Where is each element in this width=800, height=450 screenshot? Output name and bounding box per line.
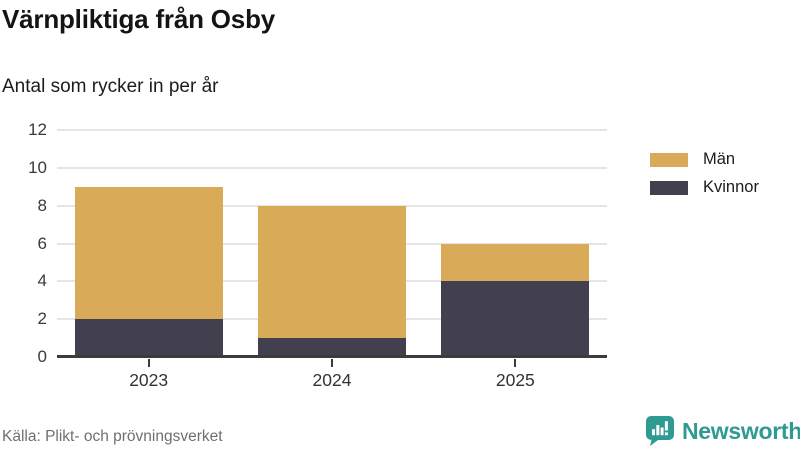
legend-label: Kvinnor — [703, 178, 759, 196]
newsworthy-icon — [646, 416, 674, 446]
bar-segment-kvinnor-2025 — [441, 281, 590, 357]
bar-segment-kvinnor-2024 — [258, 338, 406, 357]
y-tick-label: 12 — [28, 120, 47, 139]
chart-subtitle: Antal som rycker in per år — [2, 76, 219, 97]
x-axis-line — [57, 355, 607, 358]
gridline — [57, 166, 607, 169]
y-tick-label: 6 — [37, 233, 47, 253]
bar-segment-män-2024 — [258, 205, 406, 339]
y-tick-label: 2 — [37, 309, 47, 329]
legend: Män Kvinnor — [650, 150, 759, 197]
legend-label: Män — [703, 150, 736, 168]
newsworthy-bubble — [646, 416, 674, 446]
legend-swatch — [650, 152, 688, 167]
gridline — [57, 204, 607, 207]
x-tick — [147, 359, 150, 367]
gridline — [57, 129, 607, 131]
x-tick — [331, 359, 333, 367]
legend-item-män: Män — [650, 150, 759, 169]
y-tick-label: 8 — [37, 195, 47, 215]
x-tick-label: 2024 — [312, 370, 352, 390]
bar-2023 — [74, 186, 223, 357]
legend-swatch — [650, 180, 688, 195]
newsworthy-logo[interactable]: Newsworthy — [645, 415, 800, 446]
bar-2025 — [441, 243, 590, 357]
legend-item-kvinnor: Kvinnor — [650, 178, 759, 197]
bar-segment-män-2025 — [441, 243, 590, 282]
y-axis: 0 2 4 6 8 10 12 — [0, 120, 47, 366]
x-tick-label: 2023 — [129, 370, 169, 390]
y-tick-label: 10 — [28, 157, 47, 177]
x-tick — [514, 359, 517, 367]
bar-2024 — [258, 205, 406, 357]
newsworthy-wordmark: Newsworthy — [682, 417, 800, 444]
y-tick-label: 4 — [37, 271, 47, 291]
source-note: Källa: Plikt- och prövningsverket — [2, 428, 223, 445]
bar-segment-män-2023 — [74, 186, 223, 320]
x-tick-label: 2025 — [495, 370, 535, 390]
plot-area: 2023 2024 2025 — [57, 129, 607, 390]
chart-title: Värnpliktiga från Osby — [2, 4, 276, 34]
y-tick-label: 0 — [37, 347, 47, 366]
bar-segment-kvinnor-2023 — [74, 319, 223, 357]
